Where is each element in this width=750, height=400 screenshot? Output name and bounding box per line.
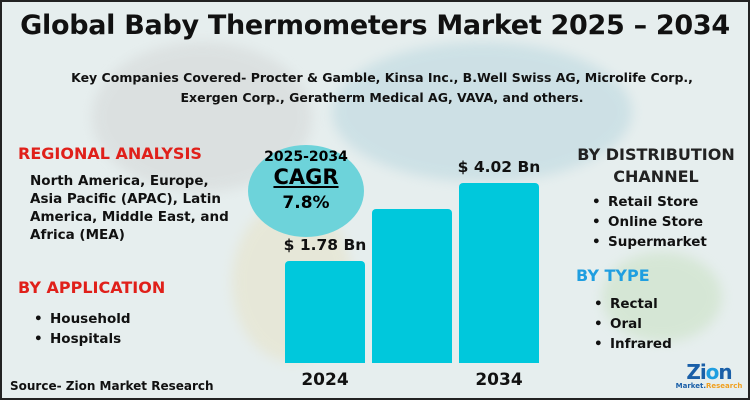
cagr-label: CAGR: [273, 165, 339, 189]
key-companies: Key Companies Covered- Procter & Gamble,…: [71, 70, 693, 105]
distribution-heading-line2: CHANNEL: [613, 167, 699, 186]
cagr-bubble: 2025-2034 CAGR 7.8%: [248, 145, 364, 237]
data-label: $ 4.02 Bn: [457, 158, 541, 177]
map-bg-eurasia: [332, 42, 632, 182]
distribution-list: Retail Store Online Store Supermarket: [590, 192, 707, 252]
list-item: Online Store: [590, 212, 707, 232]
list-item: Supermarket: [590, 232, 707, 252]
list-item: Oral: [592, 314, 672, 334]
source-text: Source- Zion Market Research: [10, 379, 214, 393]
bar-mid: [372, 208, 452, 363]
list-item: Retail Store: [590, 192, 707, 212]
list-item: Hospitals: [32, 329, 131, 349]
x-tick-label: 2024: [301, 370, 349, 390]
distribution-heading-line1: BY DISTRIBUTION: [577, 145, 735, 164]
bar-2024: [285, 261, 365, 363]
page-title: Global Baby Thermometers Market 2025 – 2…: [20, 10, 730, 41]
cagr-period: 2025-2034: [264, 149, 348, 165]
type-list: Rectal Oral Infrared: [592, 294, 672, 354]
application-list: Household Hospitals: [32, 309, 131, 349]
regional-heading: REGIONAL ANALYSIS: [18, 144, 202, 163]
list-item: Infrared: [592, 334, 672, 354]
application-heading: BY APPLICATION: [18, 278, 166, 297]
list-item: Household: [32, 309, 131, 329]
regional-text: North America, Europe, Asia Pacific (APA…: [30, 173, 229, 243]
distribution-heading: BY DISTRIBUTION CHANNEL: [570, 144, 742, 188]
data-label: $ 1.78 Bn: [283, 236, 367, 255]
list-item: Rectal: [592, 294, 672, 314]
type-heading: BY TYPE: [576, 266, 650, 285]
cagr-value: 7.8%: [282, 193, 330, 213]
x-tick-label: 2034: [475, 370, 523, 390]
bar-2034: [459, 183, 539, 363]
zion-logo: Zion Market.Research: [675, 360, 743, 390]
